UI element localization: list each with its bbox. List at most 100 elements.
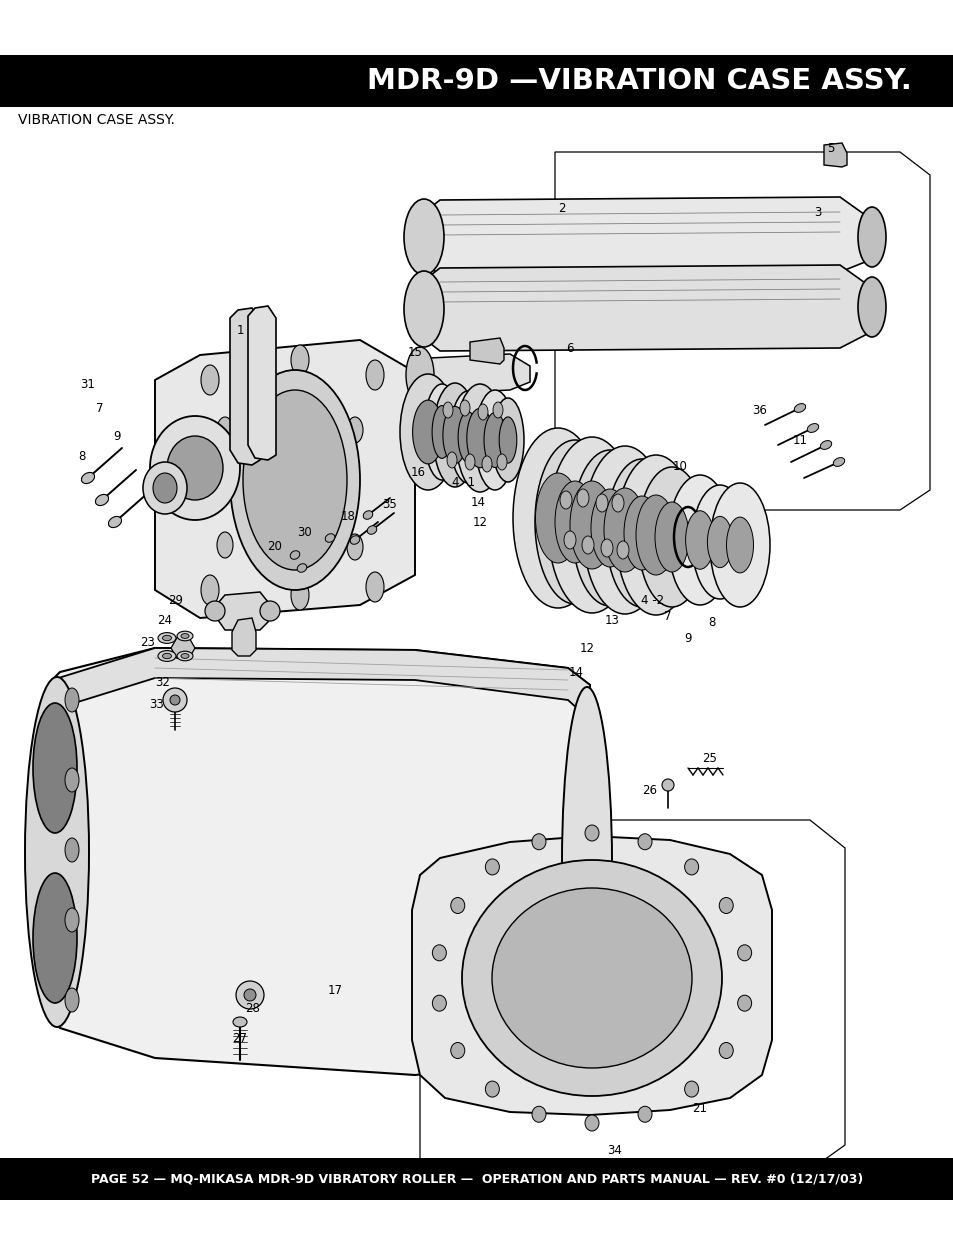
Ellipse shape xyxy=(600,538,613,557)
Ellipse shape xyxy=(691,485,747,599)
Ellipse shape xyxy=(616,454,696,615)
Ellipse shape xyxy=(612,494,623,513)
Ellipse shape xyxy=(535,440,615,604)
Ellipse shape xyxy=(95,494,109,505)
Ellipse shape xyxy=(581,536,594,555)
Ellipse shape xyxy=(561,687,612,1037)
Ellipse shape xyxy=(350,536,359,545)
Ellipse shape xyxy=(65,988,79,1011)
Ellipse shape xyxy=(684,1081,698,1097)
Text: 7: 7 xyxy=(663,610,671,624)
Ellipse shape xyxy=(794,404,805,412)
Text: 23: 23 xyxy=(140,636,155,648)
Text: 14: 14 xyxy=(470,496,485,510)
Ellipse shape xyxy=(709,483,769,606)
Ellipse shape xyxy=(367,526,376,535)
Ellipse shape xyxy=(260,601,280,621)
Text: MDR-9D —VIBRATION CASE ASSY.: MDR-9D —VIBRATION CASE ASSY. xyxy=(366,67,911,95)
Ellipse shape xyxy=(685,511,714,569)
Polygon shape xyxy=(823,143,846,167)
Ellipse shape xyxy=(857,277,885,337)
Ellipse shape xyxy=(25,677,89,1028)
Text: 24: 24 xyxy=(157,614,172,626)
Text: 18: 18 xyxy=(340,510,355,524)
Ellipse shape xyxy=(170,695,180,705)
Text: PAGE 52 — MQ-MIKASA MDR-9D VIBRATORY ROLLER —  OPERATION AND PARTS MANUAL — REV.: PAGE 52 — MQ-MIKASA MDR-9D VIBRATORY ROL… xyxy=(91,1172,862,1186)
Ellipse shape xyxy=(65,768,79,792)
Ellipse shape xyxy=(497,454,506,471)
Ellipse shape xyxy=(513,429,602,608)
Text: 30: 30 xyxy=(297,526,312,540)
Ellipse shape xyxy=(216,532,233,558)
Ellipse shape xyxy=(535,473,579,563)
Text: 10: 10 xyxy=(672,461,687,473)
Text: 8: 8 xyxy=(707,615,715,629)
Ellipse shape xyxy=(636,495,676,576)
Bar xyxy=(0,56,953,107)
Ellipse shape xyxy=(143,462,187,514)
Text: 12: 12 xyxy=(472,516,487,530)
Text: 14: 14 xyxy=(568,667,583,679)
Ellipse shape xyxy=(461,860,721,1095)
Polygon shape xyxy=(248,306,275,459)
Ellipse shape xyxy=(483,412,505,468)
Ellipse shape xyxy=(638,467,705,606)
Text: 11: 11 xyxy=(792,433,806,447)
Ellipse shape xyxy=(366,359,384,390)
Ellipse shape xyxy=(163,688,187,713)
Ellipse shape xyxy=(201,366,219,395)
Text: 27: 27 xyxy=(233,1031,247,1045)
Ellipse shape xyxy=(406,347,434,403)
Ellipse shape xyxy=(33,703,77,832)
Ellipse shape xyxy=(485,858,498,874)
Ellipse shape xyxy=(582,446,666,614)
Text: 21: 21 xyxy=(692,1102,707,1114)
Ellipse shape xyxy=(158,651,175,662)
Ellipse shape xyxy=(572,450,647,606)
Ellipse shape xyxy=(737,945,751,961)
Ellipse shape xyxy=(806,424,818,432)
Ellipse shape xyxy=(603,488,645,572)
Ellipse shape xyxy=(152,473,177,503)
Text: 4 -2: 4 -2 xyxy=(640,594,664,606)
Ellipse shape xyxy=(569,480,614,569)
Ellipse shape xyxy=(655,501,688,572)
Ellipse shape xyxy=(432,945,446,961)
Polygon shape xyxy=(154,340,415,618)
Text: 20: 20 xyxy=(267,541,282,553)
Ellipse shape xyxy=(584,1115,598,1131)
Ellipse shape xyxy=(719,1042,733,1058)
Polygon shape xyxy=(52,648,589,1074)
Ellipse shape xyxy=(623,496,659,571)
Ellipse shape xyxy=(832,458,843,467)
Ellipse shape xyxy=(532,834,545,850)
Text: 8: 8 xyxy=(78,451,86,463)
Ellipse shape xyxy=(456,384,503,492)
Ellipse shape xyxy=(498,417,517,463)
Ellipse shape xyxy=(216,417,233,443)
Ellipse shape xyxy=(466,409,493,468)
Bar xyxy=(0,1158,953,1200)
Ellipse shape xyxy=(81,473,94,484)
Ellipse shape xyxy=(590,489,628,567)
Ellipse shape xyxy=(244,989,255,1002)
Polygon shape xyxy=(470,338,503,364)
Ellipse shape xyxy=(638,834,651,850)
Ellipse shape xyxy=(719,898,733,914)
Ellipse shape xyxy=(481,456,492,472)
Polygon shape xyxy=(410,354,530,394)
Ellipse shape xyxy=(233,1016,247,1028)
Ellipse shape xyxy=(65,688,79,713)
Ellipse shape xyxy=(457,411,477,462)
Ellipse shape xyxy=(150,416,240,520)
Ellipse shape xyxy=(297,563,307,572)
Ellipse shape xyxy=(158,632,175,643)
Ellipse shape xyxy=(617,541,628,559)
Ellipse shape xyxy=(423,384,459,480)
Text: 6: 6 xyxy=(566,342,573,354)
Text: 34: 34 xyxy=(607,1144,621,1156)
Ellipse shape xyxy=(243,390,347,571)
Ellipse shape xyxy=(661,779,673,790)
Ellipse shape xyxy=(291,345,309,375)
Ellipse shape xyxy=(577,489,588,508)
